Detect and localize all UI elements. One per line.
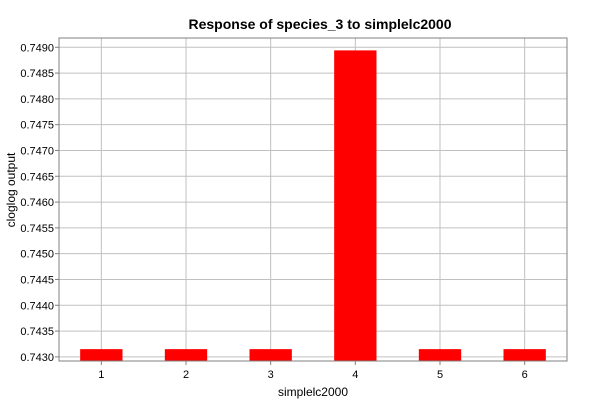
y-tick-label: 0.7430	[20, 352, 54, 364]
y-axis-label: cloglog output	[4, 152, 18, 227]
x-tick-label: 4	[352, 369, 358, 381]
bar-5	[418, 349, 462, 361]
x-tick-label: 6	[522, 369, 528, 381]
y-tick-label: 0.7450	[20, 249, 54, 261]
x-tick-label: 1	[98, 369, 104, 381]
y-tick-label: 0.7460	[20, 197, 54, 209]
bar-3	[249, 349, 292, 361]
y-tick-label: 0.7480	[20, 94, 54, 106]
bar-6	[503, 349, 546, 361]
x-axis-label: simplelc2000	[278, 385, 348, 399]
y-tick-label: 0.7475	[20, 120, 54, 132]
bar-2	[164, 349, 208, 361]
bar-1	[80, 349, 123, 361]
x-tick-label: 5	[437, 369, 443, 381]
y-tick-label: 0.7435	[20, 326, 54, 338]
plot-frame	[58, 37, 568, 362]
y-tick-label: 0.7455	[20, 223, 54, 235]
y-tick-label: 0.7445	[20, 274, 54, 286]
grid-lines	[59, 38, 567, 361]
chart-title: Response of species_3 to simplelc2000	[188, 16, 451, 32]
bar-4	[334, 50, 377, 361]
y-tick-label: 0.7490	[20, 42, 54, 54]
y-tick-label: 0.7485	[20, 68, 54, 80]
y-axis-ticks: 0.7430 0.7435 0.7440 0.7445 0.7450 0.7455 0.74…	[20, 42, 59, 364]
y-tick-label: 0.7440	[20, 300, 54, 312]
bars	[80, 50, 546, 361]
x-tick-label: 3	[268, 369, 274, 381]
y-tick-label: 0.7465	[20, 171, 54, 183]
x-axis-ticks: 1 2 3 4 5 6	[98, 361, 528, 381]
y-tick-label: 0.7470	[20, 145, 54, 157]
x-tick-label: 2	[183, 369, 189, 381]
